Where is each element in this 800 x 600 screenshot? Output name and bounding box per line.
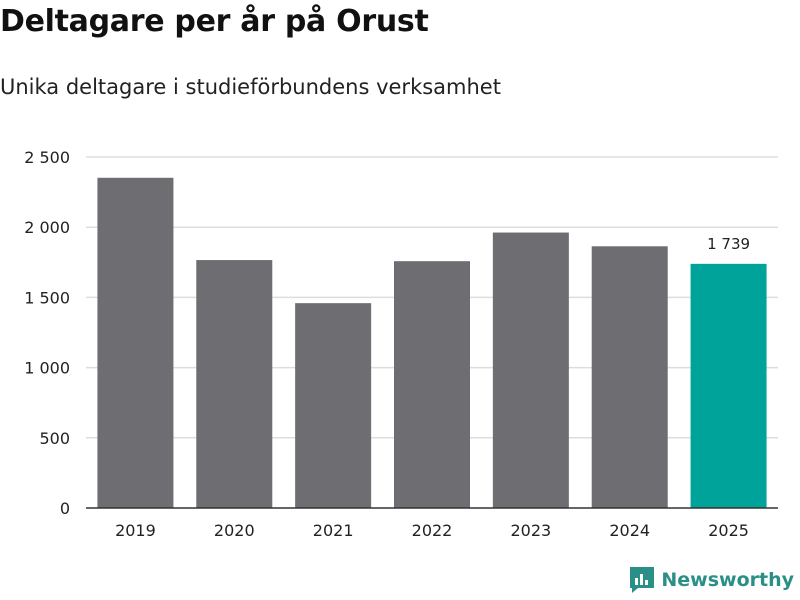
x-tick-label: 2022: [412, 521, 453, 540]
data-label: 1 739: [707, 235, 750, 253]
bar: [492, 232, 569, 508]
brand-name: Newsworthy: [661, 569, 794, 591]
bar: [196, 260, 273, 508]
chart-title: Deltagare per år på Orust: [0, 4, 429, 39]
y-tick-label: 1 000: [24, 359, 70, 378]
newsworthy-logo: Newsworthy: [629, 566, 794, 594]
bar: [394, 261, 470, 508]
x-tick-label: 2025: [708, 521, 749, 540]
y-tick-label: 2 500: [24, 148, 70, 167]
x-tick-label: 2021: [313, 521, 354, 540]
x-tick-label: 2023: [510, 521, 551, 540]
y-tick-label: 1 500: [24, 288, 70, 307]
bar: [97, 177, 174, 508]
bar: [690, 263, 767, 508]
x-tick-label: 2019: [115, 521, 156, 540]
chart-subtitle: Unika deltagare i studieförbundens verks…: [0, 75, 501, 99]
y-tick-label: 0: [60, 499, 70, 518]
bar: [295, 303, 372, 508]
x-tick-label: 2020: [214, 521, 255, 540]
y-tick-label: 2 000: [24, 218, 70, 237]
bar: [591, 246, 668, 508]
x-tick-label: 2024: [609, 521, 650, 540]
newsworthy-icon: [630, 567, 655, 593]
y-tick-label: 500: [39, 429, 70, 448]
